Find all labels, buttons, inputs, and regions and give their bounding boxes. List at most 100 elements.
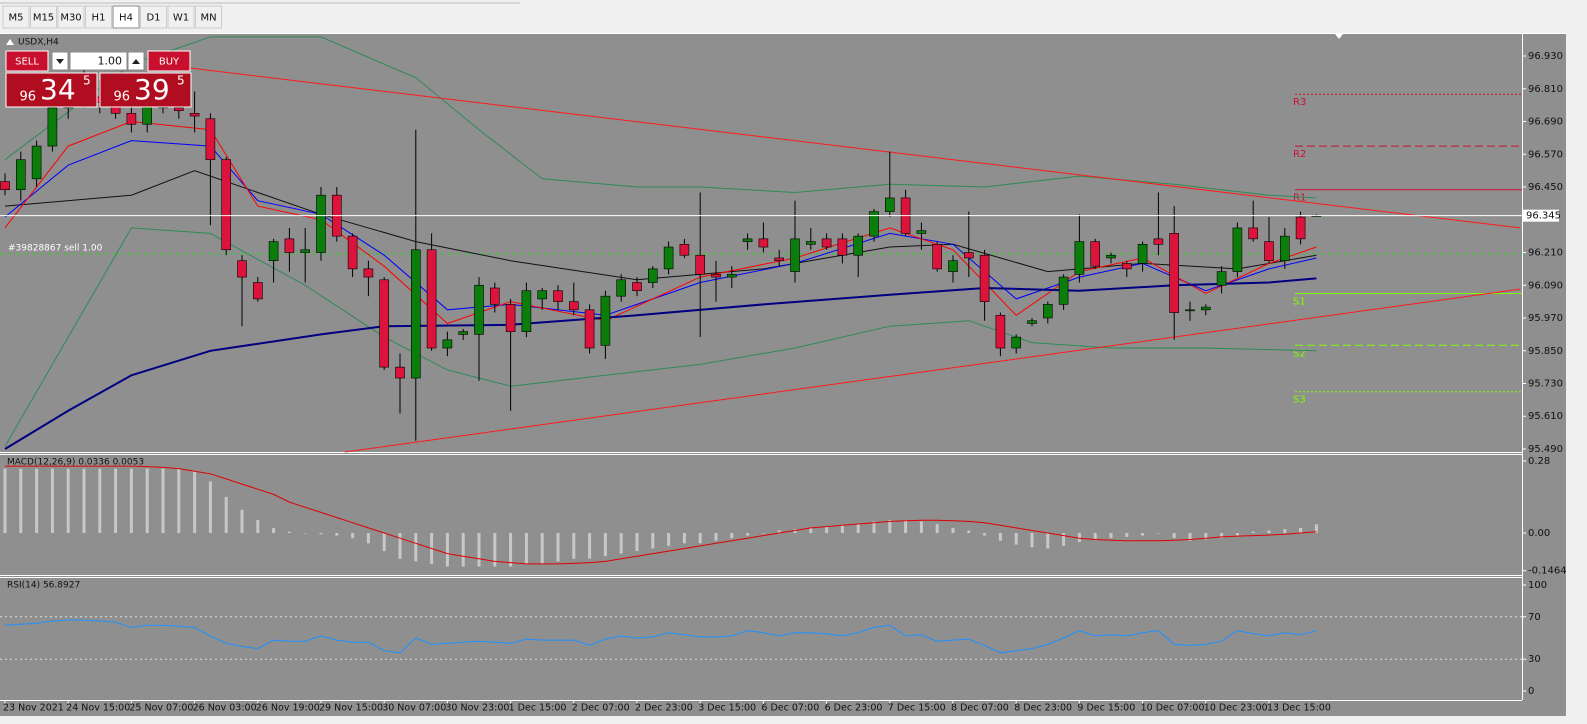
buy-button[interactable] [147, 50, 191, 72]
x-tick-label: 25 Nov 07:00 [129, 703, 193, 714]
y-tick-label: 96.450 [1528, 182, 1563, 193]
macd-bar [256, 520, 260, 534]
y-tick-label: 95.970 [1528, 313, 1563, 324]
macd-bar [477, 533, 481, 567]
sell-price-box[interactable] [5, 72, 98, 108]
macd-bar [114, 468, 118, 534]
pivot-label: R1 [1293, 193, 1306, 204]
y-tick-label: 96.090 [1528, 280, 1563, 291]
candle-body [1090, 241, 1100, 267]
down-arrow [56, 59, 64, 64]
macd-bar [1267, 530, 1271, 534]
toolbar-bg [0, 0, 1587, 30]
y-tick-label: 96.570 [1528, 149, 1563, 160]
macd-bar [825, 526, 829, 534]
macd-bar [1125, 533, 1129, 537]
timeframe-button[interactable] [140, 5, 167, 29]
macd-bar [983, 533, 987, 536]
macd-bar [287, 531, 291, 534]
x-tick-label: 26 Nov 03:00 [193, 703, 257, 714]
x-tick-label: 10 Dec 07:00 [1141, 703, 1205, 714]
shift-marker [1335, 34, 1343, 39]
candle-body [505, 304, 516, 332]
timeframe-button[interactable] [167, 5, 195, 29]
candle-body [1043, 304, 1053, 319]
macd-bar [935, 524, 939, 534]
overlay-line [4, 277, 1317, 450]
macd-bar [635, 533, 639, 552]
candle-body [1232, 227, 1243, 272]
macd-bar [730, 533, 734, 539]
candle-body [821, 238, 832, 248]
macd-bar [208, 481, 212, 534]
candle-body [1185, 309, 1195, 312]
candle-body [521, 290, 532, 332]
y-tick-label: 0.00 [1528, 528, 1550, 539]
sell-button[interactable] [5, 50, 49, 72]
candle-body [474, 284, 484, 335]
candle-body [347, 235, 358, 270]
candle-body [1122, 263, 1132, 270]
candle-body [237, 260, 247, 278]
macd-bar [872, 521, 876, 534]
timeframe-label: D1 [146, 13, 160, 24]
candle-body [663, 246, 674, 270]
macd-bar [98, 468, 102, 534]
timeframe-label: MN [200, 13, 216, 24]
macd-bar [809, 527, 813, 534]
timeframe-button[interactable] [112, 5, 140, 29]
lots-input[interactable] [69, 51, 128, 71]
timeframe-button[interactable] [30, 5, 57, 29]
macd-bar [682, 533, 686, 544]
title-icon [6, 39, 14, 45]
macd-bar [619, 533, 623, 554]
signal-line [5, 465, 1317, 565]
macd-bar [1188, 533, 1192, 541]
timeframe-button[interactable] [2, 5, 30, 29]
macd-bar [1156, 533, 1160, 534]
timeframe-label: H4 [119, 13, 133, 24]
candle-body [537, 290, 548, 300]
macd-bar [888, 520, 892, 534]
macd-bar [35, 468, 39, 534]
macd-bar [82, 468, 86, 534]
candle-body [316, 194, 326, 253]
x-tick-label: 13 Dec 15:00 [1267, 703, 1331, 714]
x-tick-label: 2 Dec 23:00 [635, 703, 693, 714]
candle-body [884, 197, 895, 212]
macd-bar [746, 533, 750, 536]
candle-body [1295, 216, 1306, 240]
y-tick-label: 70 [1528, 612, 1541, 623]
macd-bar [1062, 533, 1066, 546]
chart-bg [0, 33, 1566, 716]
timeframe-button[interactable] [85, 5, 112, 29]
candle-body [726, 274, 737, 278]
macd-bar [303, 533, 307, 534]
y-tick-label: 95.490 [1528, 444, 1563, 455]
sell-price-main: 34 [40, 73, 76, 106]
candle-body [410, 249, 421, 379]
candle-body [1074, 241, 1085, 275]
buy-price-box[interactable] [99, 72, 192, 108]
macd-bar [1109, 533, 1113, 539]
macd-bar [856, 524, 860, 534]
timeframe-label: M15 [33, 13, 54, 24]
timeframe-label: H1 [92, 13, 106, 24]
y-tick-label: 95.850 [1528, 346, 1563, 357]
macd-bar [493, 533, 497, 567]
candle-body [426, 249, 437, 349]
candle-body [489, 287, 500, 305]
macd-bar [840, 525, 844, 534]
x-tick-label: 6 Dec 07:00 [761, 703, 819, 714]
timeframe-button[interactable] [57, 5, 85, 29]
candle-body [553, 290, 563, 302]
timeframe-button[interactable] [195, 5, 222, 29]
macd-bar [524, 533, 528, 564]
y-tick-label: 95.730 [1528, 379, 1563, 390]
candle-body [853, 235, 864, 256]
y-tick-label: 96.930 [1528, 51, 1563, 62]
x-tick-label: 30 Nov 07:00 [382, 703, 446, 714]
sell-price-big: 96 [19, 90, 36, 105]
candle-body [711, 274, 721, 278]
